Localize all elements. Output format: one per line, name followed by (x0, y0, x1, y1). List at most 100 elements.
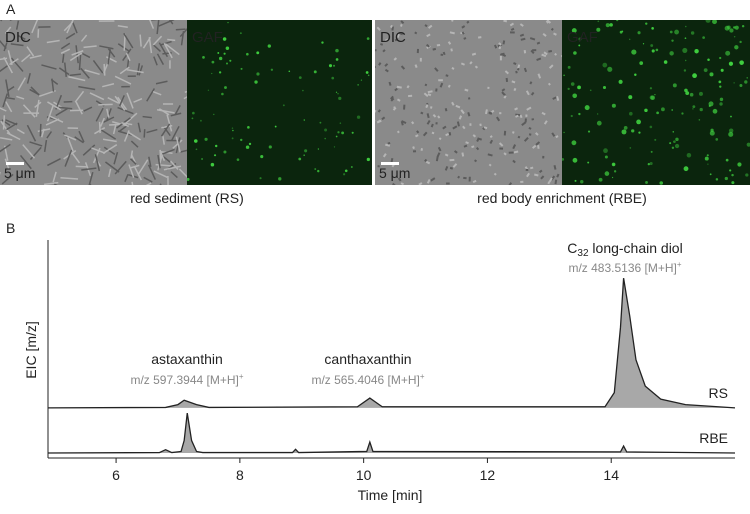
texture (5, 79, 10, 98)
texture (463, 144, 468, 148)
texture (324, 137, 326, 140)
texture (439, 82, 444, 88)
texture (210, 162, 215, 167)
texture (434, 67, 439, 72)
texture (145, 182, 152, 185)
channel-label: GAF (567, 29, 598, 46)
texture (708, 104, 711, 107)
trace (47, 412, 736, 454)
texture (171, 20, 174, 21)
texture (526, 172, 530, 178)
texture (159, 149, 162, 160)
texture (725, 158, 729, 162)
texture (519, 23, 524, 27)
texture (224, 86, 227, 89)
texture (715, 178, 719, 181)
texture (682, 47, 688, 53)
texture (74, 90, 85, 103)
texture (288, 70, 291, 73)
texture (618, 79, 623, 84)
texture (425, 160, 431, 165)
series-label: RBE (699, 430, 728, 446)
texture (650, 44, 654, 47)
texture (681, 112, 684, 115)
texture (698, 91, 703, 96)
texture (324, 128, 328, 132)
texture (278, 177, 282, 181)
texture (49, 115, 64, 123)
texture (382, 49, 386, 53)
texture (530, 91, 535, 96)
texture (400, 182, 404, 185)
texture (333, 64, 336, 67)
texture (156, 20, 160, 35)
texture (571, 140, 577, 146)
texture (631, 49, 637, 55)
texture (637, 31, 641, 35)
texture (117, 25, 128, 29)
texture (63, 62, 67, 77)
texture (464, 88, 469, 92)
texture (650, 95, 655, 100)
texture (686, 152, 692, 158)
mz: m/z 565.4046 [M+H] (311, 373, 419, 387)
texture (511, 80, 516, 84)
texture (729, 28, 734, 33)
texture (75, 101, 83, 115)
texture (377, 109, 381, 113)
texture (0, 143, 11, 153)
texture (684, 37, 687, 39)
texture (541, 111, 546, 116)
annotation: C32 long-chain diol (567, 240, 682, 259)
image-bg (562, 20, 750, 185)
texture (731, 181, 735, 185)
texture (496, 116, 501, 122)
texture (426, 113, 430, 119)
texture (149, 20, 155, 29)
texture (469, 61, 473, 65)
texture (153, 170, 168, 179)
texture (392, 182, 396, 185)
texture (719, 56, 722, 60)
texture (222, 37, 227, 41)
texture (702, 36, 705, 39)
texture (133, 166, 143, 181)
texture (435, 156, 439, 162)
texture (338, 96, 342, 100)
texture (607, 66, 613, 72)
texture (458, 115, 463, 120)
texture (78, 130, 85, 143)
texture (52, 171, 57, 183)
texture (29, 88, 40, 96)
texture (51, 78, 55, 92)
texture (734, 45, 739, 50)
texture (217, 52, 220, 54)
texture (360, 79, 363, 81)
texture (400, 65, 406, 70)
texture (745, 173, 749, 177)
texture (604, 155, 608, 159)
texture (106, 108, 110, 118)
texture (634, 73, 637, 77)
texture (733, 26, 736, 29)
texture (375, 109, 377, 113)
texture (46, 39, 60, 44)
texture (396, 98, 401, 102)
texture (365, 71, 369, 74)
texture (451, 20, 454, 22)
texture (88, 171, 94, 185)
texture (437, 146, 442, 152)
texture (100, 129, 117, 140)
sup: + (420, 372, 425, 381)
texture (6, 86, 15, 92)
texture (351, 131, 354, 134)
texture (192, 111, 195, 115)
texture (321, 41, 324, 44)
texture (503, 20, 508, 23)
texture (650, 150, 653, 153)
texture (719, 85, 722, 88)
texture (138, 65, 144, 76)
texture (739, 60, 744, 65)
texture (225, 62, 229, 65)
texture (382, 153, 387, 158)
